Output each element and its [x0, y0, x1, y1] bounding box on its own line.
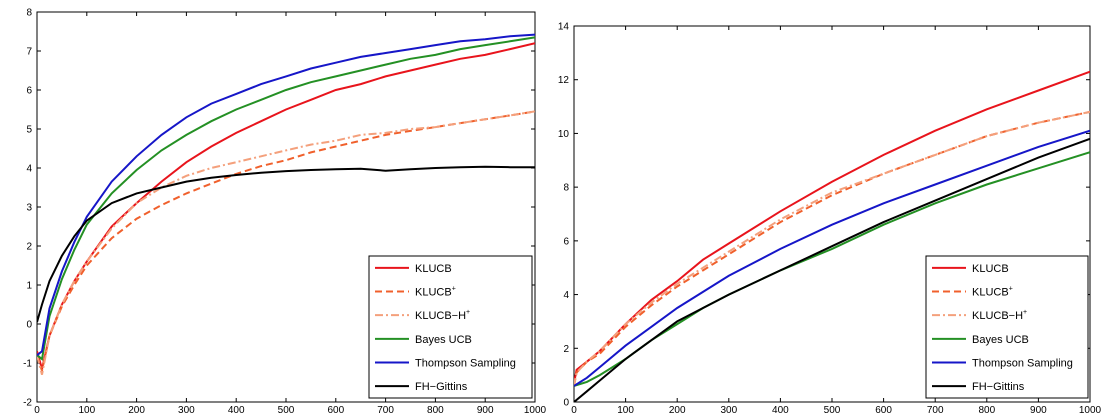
y-tick-label: 4: [563, 290, 569, 301]
y-tick-label: 6: [26, 86, 32, 97]
legend-label: KLUCB+: [415, 286, 456, 299]
x-tick-label: 300: [720, 405, 737, 414]
x-tick-label: 100: [617, 405, 634, 414]
chart-panel-1: 0 100 200 300 400 500 600 700 800 900 1000 -2 -1 0 1 2 3…: [23, 8, 546, 414]
legend-label: FH−Gittins: [415, 381, 468, 393]
x-tick-label: 0: [34, 405, 40, 414]
series-line-3: [574, 110, 1090, 387]
y-tick-label: 2: [26, 242, 32, 253]
y-tick-label: 8: [26, 8, 32, 19]
x-tick-label: 700: [927, 405, 944, 414]
legend-label: FH−Gittins: [972, 381, 1025, 393]
y-tick-label: 4: [26, 164, 32, 175]
legend-label: Bayes UCB: [972, 334, 1029, 346]
series-line-6: [37, 165, 535, 323]
legend: KLUCB KLUCB+ KLUCB−H+ Bayes UCB Thompson Sam…: [368, 255, 533, 399]
legend-label: KLUCB: [415, 263, 452, 275]
x-tick-label: 600: [875, 405, 892, 414]
x-tick-label: 1000: [524, 405, 547, 414]
legend-label: KLUCB: [972, 263, 1009, 275]
y-tick-label: 8: [563, 183, 569, 194]
x-tick-label: 800: [978, 405, 995, 414]
series-line-3: [37, 110, 535, 375]
series-line-5: [37, 33, 535, 356]
x-tick-label: 400: [228, 405, 245, 414]
x-tick-label: 400: [772, 405, 789, 414]
legend: KLUCB KLUCB+ KLUCB−H+ Bayes UCB Thompson Sam…: [925, 255, 1089, 399]
legend-box: [925, 255, 1089, 399]
y-tick-label: 12: [558, 75, 570, 86]
y-tick-label: 7: [26, 47, 32, 58]
x-tick-label: 300: [178, 405, 195, 414]
legend-label: KLUCB+: [972, 286, 1013, 299]
y-tick-label: 1: [26, 281, 32, 292]
chart-panel-2: 0 100 200 300 400 500 600 700 800 900 1000 0 2 4 6 8 10 1…: [558, 22, 1102, 414]
series-line-6: [574, 137, 1090, 402]
y-tick-label: 2: [563, 344, 569, 355]
x-tick-label: 500: [278, 405, 295, 414]
y-tick-label: 14: [558, 22, 570, 33]
x-tick-label: 900: [477, 405, 494, 414]
x-tick-label: 900: [1030, 405, 1047, 414]
y-tick-label: 10: [558, 129, 570, 140]
y-tick-label: 6: [563, 236, 569, 247]
y-tick-label: 5: [26, 125, 32, 136]
x-tick-label: 600: [327, 405, 344, 414]
x-tick-label: 200: [669, 405, 686, 414]
legend-label: KLUCB−H+: [972, 309, 1027, 322]
y-tick-label: 0: [26, 320, 32, 331]
y-tick-label: 0: [563, 398, 569, 409]
legend-box: [368, 255, 533, 399]
y-tick-label: -1: [23, 359, 32, 370]
legend-label: Thompson Sampling: [972, 358, 1073, 370]
series-line-5: [574, 129, 1090, 387]
x-tick-label: 200: [128, 405, 145, 414]
x-tick-label: 700: [377, 405, 394, 414]
x-tick-label: 0: [571, 405, 577, 414]
legend-label: Thompson Sampling: [415, 358, 516, 370]
x-tick-label: 800: [427, 405, 444, 414]
x-tick-label: 100: [78, 405, 95, 414]
series-line-4: [37, 36, 535, 361]
legend-label: Bayes UCB: [415, 334, 472, 346]
y-tick-label: -2: [23, 398, 32, 409]
y-tick-label: 3: [26, 203, 32, 214]
legend-label: KLUCB−H+: [415, 309, 470, 322]
x-tick-label: 500: [824, 405, 841, 414]
x-tick-label: 1000: [1079, 405, 1102, 414]
